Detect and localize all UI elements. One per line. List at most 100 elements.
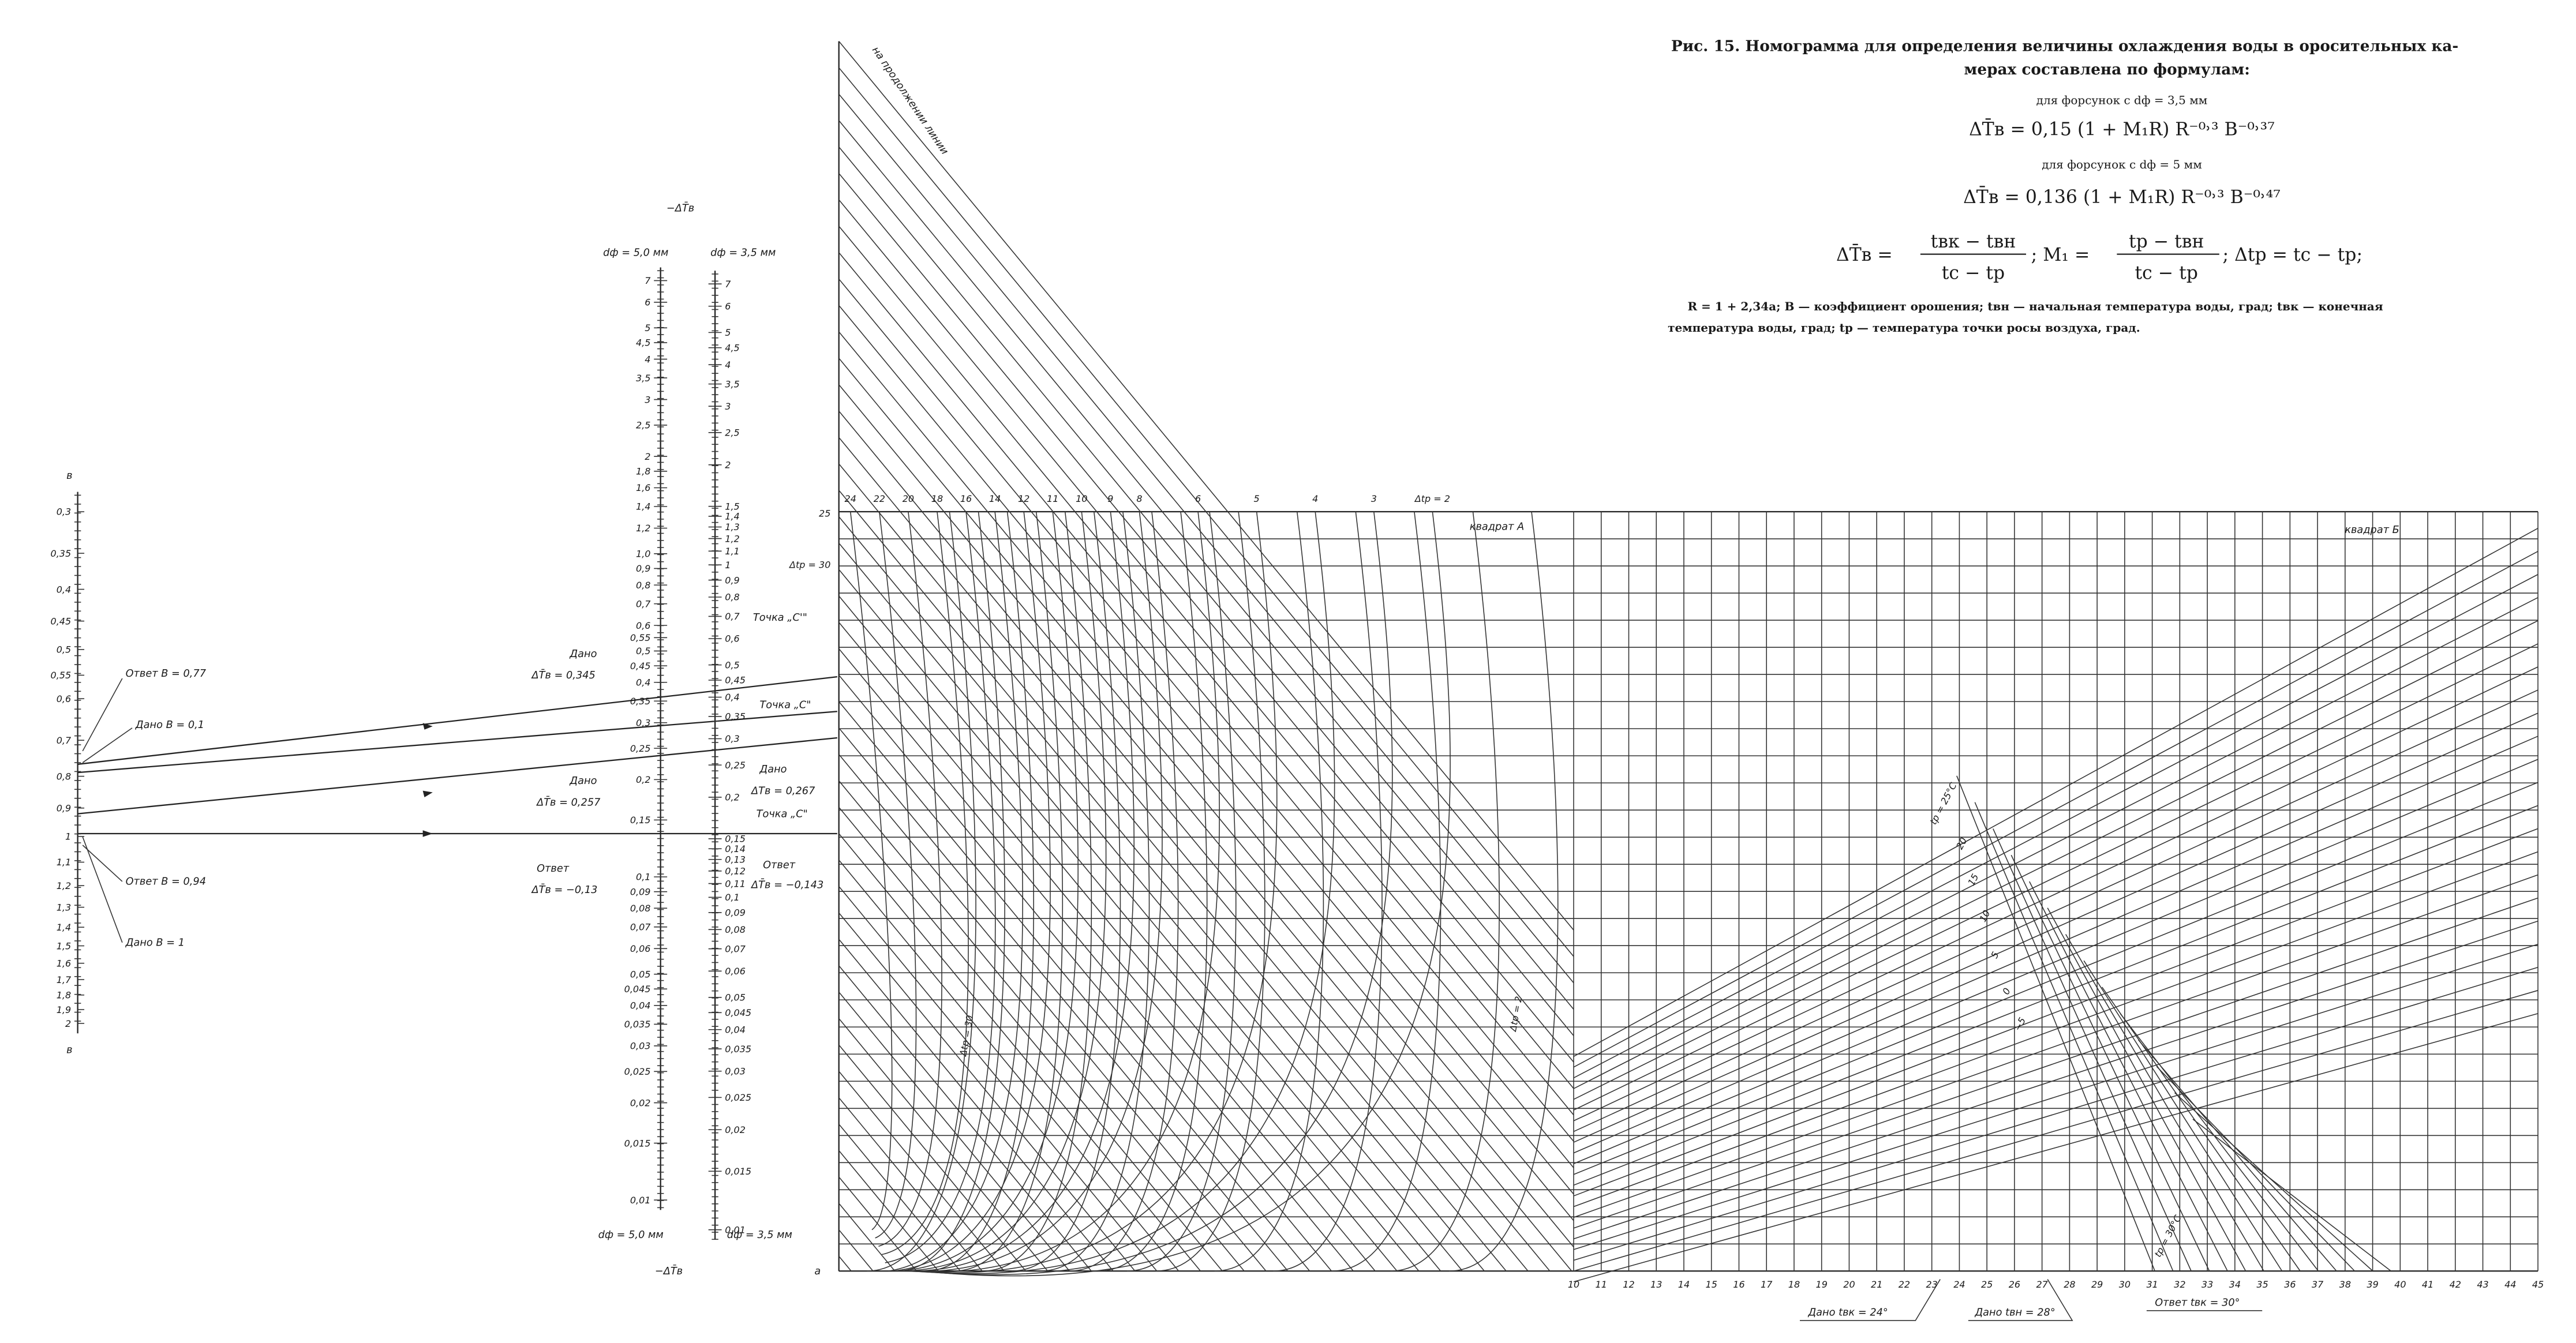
dtr-curve: [898, 511, 1107, 1272]
x-label: 27: [2036, 1279, 2048, 1290]
curve-label: 15: [1965, 872, 1980, 888]
dt-label: 0,8: [636, 580, 650, 591]
dtr-curve: [896, 511, 1005, 1272]
dt-label: 0,025: [725, 1092, 751, 1103]
formula: ; Δtр = tс − tр;: [2223, 245, 2363, 265]
dtr-curve: [1331, 511, 1441, 1272]
curve-label: 3: [1371, 493, 1377, 504]
dt-label: 1,6: [636, 482, 650, 493]
dt-label: 4: [725, 359, 731, 370]
b-diagonal: [1573, 851, 2538, 1207]
dt-label: 0,9: [725, 575, 739, 586]
annotation: Ответ: [763, 860, 796, 871]
formula: ΔT̄в =: [1836, 243, 1893, 265]
dtr-curve: [1273, 511, 1383, 1272]
dt-label: 0,015: [725, 1166, 751, 1177]
dtr-curve: [878, 511, 942, 1247]
dt-label: 6: [645, 297, 650, 308]
dt-label: 1,2: [636, 523, 650, 534]
dt-label: 6: [725, 301, 731, 312]
fan-line: [838, 622, 1376, 1271]
dt-label: 0,6: [636, 620, 650, 631]
curve-label: 16: [960, 493, 972, 504]
dt-label: 1,5: [725, 501, 739, 512]
curve-label: 0: [2000, 986, 2013, 996]
leader: [82, 845, 123, 882]
x-label: 28: [2064, 1279, 2075, 1290]
caption-def: температура воды, град; tр — температура…: [1668, 321, 2140, 335]
b-label: 2: [65, 1018, 71, 1029]
fan-line: [838, 806, 1223, 1271]
dt-label: 0,04: [725, 1024, 746, 1035]
annotation: ΔT̄в = −0,13: [530, 883, 597, 896]
formula: ΔT̄в = 0,15 (1 + M₁R) R⁻⁰˒³ B⁻⁰˒³⁷: [1969, 118, 2275, 140]
dtr-curve: [1448, 511, 1559, 1272]
b-diagonal: [1573, 920, 2538, 1240]
fan-line: [838, 965, 1092, 1271]
b-diagonal: [1573, 967, 2538, 1261]
b-diagonal: [1573, 574, 2538, 1079]
b-diagonal: [1573, 620, 2538, 1100]
dt-label: 0,03: [630, 1041, 651, 1052]
fan-line: [838, 1176, 918, 1271]
fan-line: [838, 305, 1574, 1195]
tr-line: [1993, 828, 2192, 1271]
formula: ; M₁ =: [2031, 245, 2090, 265]
d35-title: dф = 3,5 мм: [710, 247, 776, 259]
dtr-curve: [1069, 511, 1179, 1272]
caption: Рис. 15. Номограмма для определения вели…: [1668, 37, 2458, 335]
tr-line: [2174, 1092, 2373, 1271]
dt-label: 1,2: [725, 533, 739, 544]
x-label: 18: [1788, 1279, 1800, 1290]
annotation: Дано B = 0,1: [135, 719, 204, 731]
fan-line: [838, 1097, 983, 1271]
dtr-curve: [911, 511, 1278, 1273]
key-line: [77, 676, 837, 765]
b-label: 0,55: [51, 670, 72, 681]
annotation: на продолжении линии: [870, 44, 950, 156]
dt-label: 0,045: [725, 1007, 751, 1018]
x-label: 24: [1953, 1279, 1965, 1290]
dt-label: 3,5: [636, 373, 650, 384]
b-diagonal: [1573, 527, 2538, 1057]
dtr-curve: [875, 511, 917, 1239]
fan-line: [838, 93, 1574, 984]
b-diagonal: [1573, 943, 2538, 1250]
fan-line: [838, 172, 1574, 1063]
x-label: 16: [1733, 1279, 1744, 1290]
dtr-curve: [905, 511, 1163, 1272]
b-label: 1,4: [57, 922, 71, 933]
curve-label: 18: [931, 493, 943, 504]
dt-label: 0,01: [725, 1224, 746, 1235]
x-label: 22: [1899, 1279, 1910, 1290]
dt-label: 0,2: [636, 774, 650, 785]
dt-label: 0,7: [636, 598, 651, 609]
x-label: 40: [2394, 1279, 2406, 1290]
fan-line: [838, 199, 1574, 1089]
x-label: 12: [1623, 1279, 1634, 1290]
fan-line: [838, 41, 1574, 931]
dt-label: 0,6: [725, 633, 739, 644]
annotation: Ответ tвк = 30°: [2155, 1297, 2240, 1308]
fan-line: [838, 1203, 896, 1271]
dt-label: 0,025: [624, 1066, 651, 1077]
b-label: 0,9: [57, 802, 71, 813]
dtr-curve: [908, 511, 1220, 1273]
fan-line: [838, 516, 1463, 1271]
dt-label: 0,3: [636, 717, 650, 728]
fan-line: [838, 1044, 1027, 1271]
b-label: 1,7: [57, 974, 72, 985]
dt-label: 0,04: [630, 1000, 651, 1011]
annotation: Ответ B = 0,94: [126, 876, 206, 888]
leader: [82, 836, 123, 943]
dt-label: 0,25: [725, 760, 746, 771]
dtr-curve: [1011, 511, 1121, 1272]
x-label: 34: [2229, 1279, 2241, 1290]
x-label: 13: [1650, 1279, 1662, 1290]
dt-label: 0,15: [630, 815, 651, 826]
dtr-curve: [894, 511, 1079, 1272]
leader: [1800, 1279, 1941, 1321]
b-label: 1,6: [57, 958, 71, 969]
dt-label: 2: [645, 451, 650, 462]
